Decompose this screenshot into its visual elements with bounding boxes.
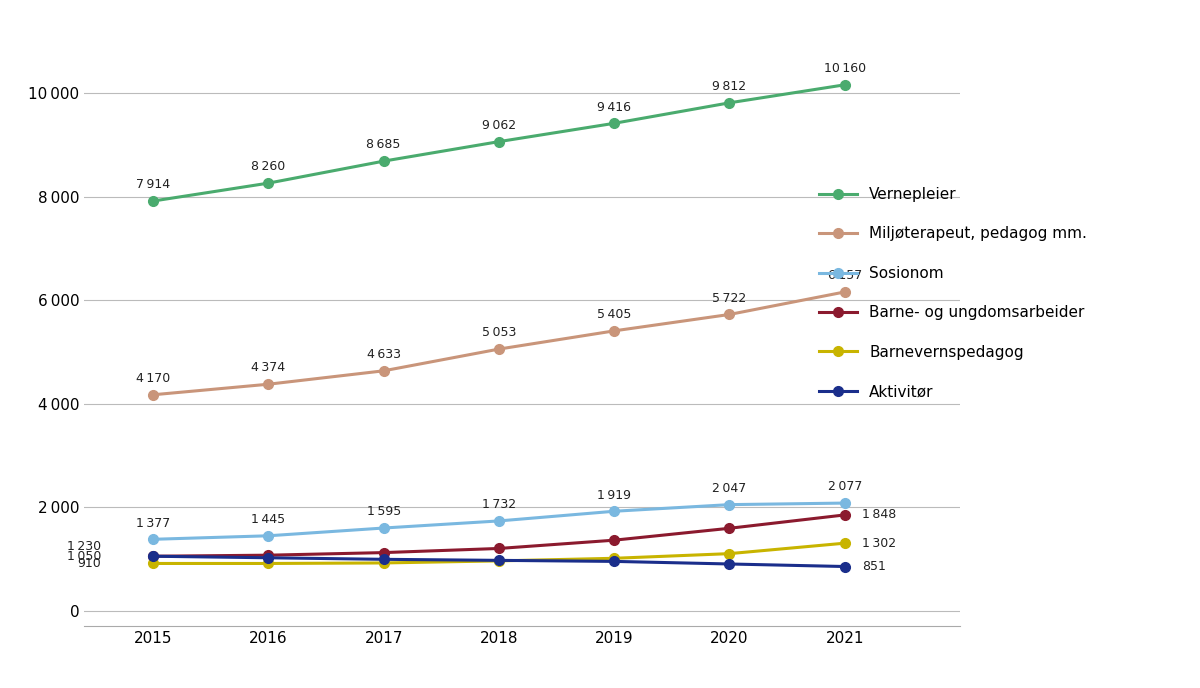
- Barnevernspedagog: [262, 559, 276, 568]
- Text: 8 260: 8 260: [251, 160, 286, 173]
- Text: 1 732: 1 732: [482, 498, 516, 511]
- Line: Vernepleier: Vernepleier: [149, 80, 850, 206]
- Text: 8 685: 8 685: [366, 138, 401, 151]
- Sosionom: [492, 517, 506, 525]
- Text: 9 812: 9 812: [713, 80, 746, 93]
- Barne- og ungdomsarbeider: [722, 524, 737, 533]
- Barnevernspedagog: [607, 554, 622, 562]
- Line: Barne- og ungdomsarbeider: Barne- og ungdomsarbeider: [149, 510, 850, 561]
- Text: 1 848: 1 848: [862, 508, 896, 522]
- Aktivitør: [607, 557, 622, 566]
- Sosionom: [722, 500, 737, 508]
- Vernepleier: [492, 138, 506, 146]
- Sosionom: [262, 532, 276, 540]
- Sosionom: [607, 507, 622, 515]
- Vernepleier: [262, 179, 276, 187]
- Line: Miljøterapeut, pedagog mm.: Miljøterapeut, pedagog mm.: [149, 287, 850, 400]
- Text: 4 633: 4 633: [367, 348, 401, 361]
- Text: 5 722: 5 722: [713, 292, 746, 305]
- Vernepleier: [377, 157, 391, 165]
- Barne- og ungdomsarbeider: [492, 544, 506, 552]
- Miljøterapeut, pedagog mm.: [722, 310, 737, 319]
- Line: Sosionom: Sosionom: [149, 498, 850, 544]
- Text: 1 919: 1 919: [598, 488, 631, 502]
- Aktivitør: [377, 555, 391, 563]
- Miljøterapeut, pedagog mm.: [146, 391, 161, 399]
- Barne- og ungdomsarbeider: [607, 536, 622, 544]
- Vernepleier: [838, 80, 852, 89]
- Text: 1 595: 1 595: [366, 505, 401, 518]
- Miljøterapeut, pedagog mm.: [607, 327, 622, 335]
- Aktivitør: [146, 552, 161, 560]
- Barnevernspedagog: [838, 539, 852, 548]
- Text: 10 160: 10 160: [823, 62, 865, 75]
- Text: 1 377: 1 377: [136, 517, 170, 530]
- Barnevernspedagog: [146, 559, 161, 568]
- Line: Barnevernspedagog: Barnevernspedagog: [149, 538, 850, 568]
- Text: 7 914: 7 914: [136, 178, 170, 191]
- Text: 2 047: 2 047: [713, 482, 746, 495]
- Barnevernspedagog: [722, 550, 737, 558]
- Aktivitør: [838, 562, 852, 570]
- Text: 1 230: 1 230: [67, 540, 101, 553]
- Aktivitør: [492, 556, 506, 564]
- Text: 4 374: 4 374: [251, 361, 286, 374]
- Miljøterapeut, pedagog mm.: [838, 288, 852, 296]
- Text: 5 405: 5 405: [598, 308, 631, 321]
- Miljøterapeut, pedagog mm.: [377, 367, 391, 375]
- Text: 910: 910: [78, 557, 101, 570]
- Text: 1 050: 1 050: [67, 550, 101, 563]
- Sosionom: [838, 499, 852, 507]
- Barnevernspedagog: [377, 559, 391, 567]
- Barne- og ungdomsarbeider: [377, 548, 391, 557]
- Text: 851: 851: [862, 560, 886, 573]
- Barnevernspedagog: [492, 557, 506, 565]
- Aktivitør: [262, 554, 276, 562]
- Line: Aktivitør: Aktivitør: [149, 551, 850, 571]
- Sosionom: [146, 535, 161, 544]
- Text: 9 062: 9 062: [482, 119, 516, 132]
- Text: 1 445: 1 445: [251, 513, 286, 526]
- Text: 6 157: 6 157: [828, 269, 862, 282]
- Aktivitør: [722, 560, 737, 568]
- Text: 5 053: 5 053: [481, 326, 516, 339]
- Text: 2 077: 2 077: [828, 480, 862, 493]
- Sosionom: [377, 524, 391, 532]
- Legend: Vernepleier, Miljøterapeut, pedagog mm., Sosionom, Barne- og ungdomsarbeider, Ba: Vernepleier, Miljøterapeut, pedagog mm.,…: [818, 187, 1087, 399]
- Vernepleier: [607, 119, 622, 127]
- Miljøterapeut, pedagog mm.: [262, 380, 276, 388]
- Text: 1 302: 1 302: [862, 537, 896, 550]
- Barne- og ungdomsarbeider: [146, 552, 161, 560]
- Text: 4 170: 4 170: [136, 372, 170, 385]
- Barne- og ungdomsarbeider: [262, 551, 276, 559]
- Vernepleier: [146, 197, 161, 205]
- Vernepleier: [722, 98, 737, 107]
- Barne- og ungdomsarbeider: [838, 510, 852, 519]
- Text: 9 416: 9 416: [598, 100, 631, 114]
- Miljøterapeut, pedagog mm.: [492, 345, 506, 353]
